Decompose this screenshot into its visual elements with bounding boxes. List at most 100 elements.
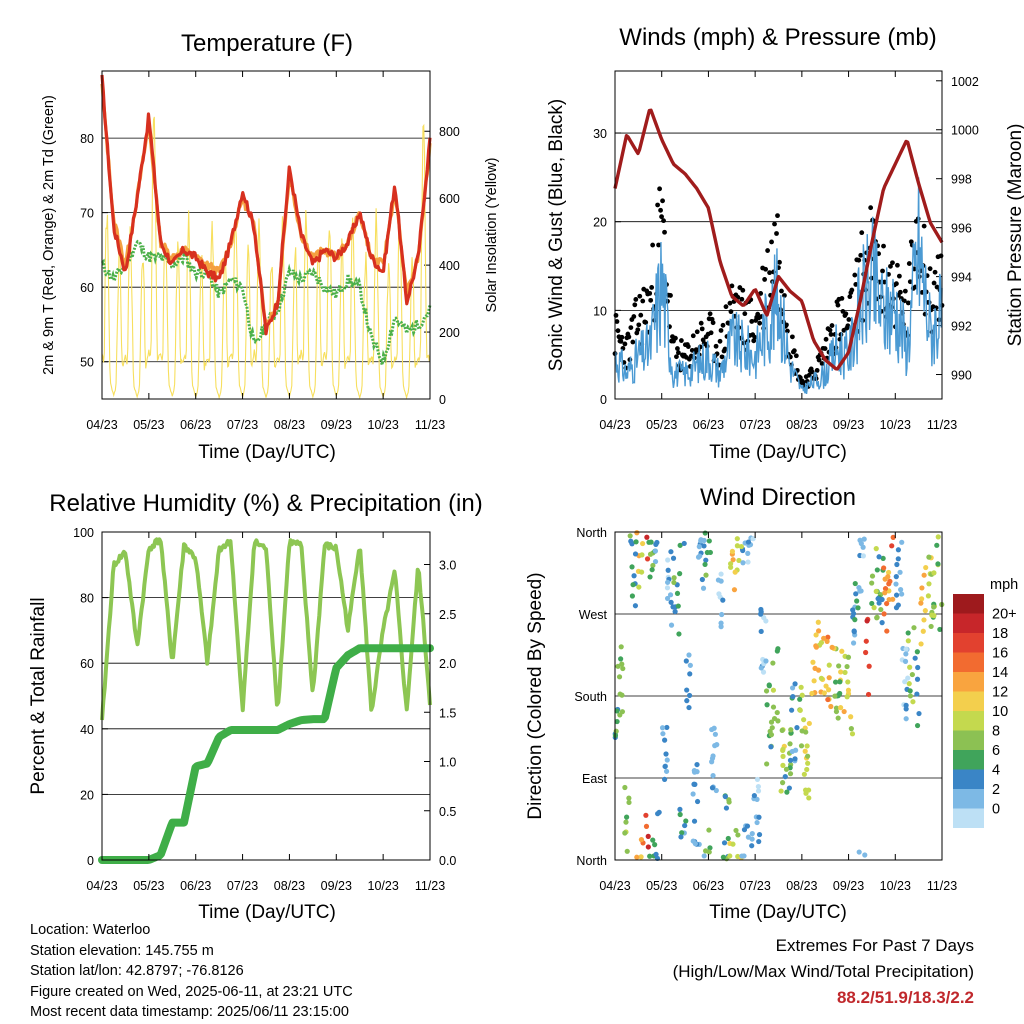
direction-point (821, 635, 827, 641)
direction-point (778, 788, 784, 794)
winds-ytick-right-label: 992 (951, 320, 972, 334)
gust-point (619, 334, 625, 340)
gust-point (662, 229, 667, 235)
direction-point (615, 663, 621, 669)
pressure-line (613, 108, 944, 371)
gust-point (934, 284, 940, 290)
winds-ytick-right-label: 1002 (951, 75, 979, 89)
direction-point (915, 664, 921, 671)
direction-point (638, 837, 645, 843)
temperature-ytick-right-label: 200 (439, 326, 460, 340)
direction-point (684, 698, 690, 704)
direction-point (926, 554, 932, 560)
direction-point (667, 592, 674, 598)
direction-point (706, 538, 712, 544)
gust-point (894, 281, 899, 287)
direction-xtick-label: 10/23 (880, 879, 911, 893)
direction-point (798, 743, 805, 749)
gust-point (782, 293, 787, 298)
direction-point (704, 549, 710, 556)
direction-point (652, 842, 658, 848)
gust-point (868, 205, 874, 211)
gust-point (814, 368, 820, 373)
gust-point (640, 298, 646, 304)
winds-xtick-label: 10/23 (880, 418, 911, 432)
direction-point (875, 596, 881, 602)
direction-point (760, 669, 767, 675)
direction-point (714, 742, 720, 748)
direction-point (644, 556, 651, 562)
winds-frame (614, 70, 943, 400)
gust-point (847, 294, 853, 300)
legend-swatch (953, 730, 984, 750)
direction-ytick-label: North (576, 854, 607, 868)
direction-point (652, 548, 659, 554)
direction-point (684, 687, 690, 693)
direction-point (745, 559, 751, 565)
direction-point (850, 607, 856, 613)
gust-point (763, 266, 769, 272)
direction-point (824, 638, 830, 645)
direction-point (730, 841, 736, 847)
temperature-ytick-right-label: 0 (439, 393, 446, 407)
direction-point (640, 540, 646, 547)
gust-point (728, 309, 734, 315)
gust-point (897, 289, 903, 295)
legend-label: 20+ (992, 607, 1017, 623)
direction-point (632, 551, 639, 557)
direction-point (890, 534, 896, 540)
direction-point (899, 539, 905, 545)
legend-label: 6 (992, 743, 1000, 759)
direction-point (649, 567, 655, 573)
gust-point (660, 198, 665, 204)
humidity-xtick-label: 10/23 (368, 879, 399, 893)
gust-point (779, 288, 784, 294)
gust-point (632, 302, 638, 308)
gust-point (896, 273, 902, 279)
humidity-ytick-right-label: 1.5 (439, 706, 456, 720)
gust-point (829, 323, 835, 328)
gust-point (656, 242, 661, 248)
legend-label: 0 (992, 802, 1000, 818)
gust-point (631, 314, 637, 319)
winds-ytick-label: 0 (600, 393, 607, 407)
direction-point (798, 684, 804, 690)
direction-xtick-label: 08/23 (786, 879, 817, 893)
temperature-ytick-right-label: 600 (439, 192, 460, 206)
direction-point (856, 849, 862, 855)
legend-label: 14 (992, 665, 1008, 681)
legend-label: 12 (992, 685, 1008, 701)
direction-point (921, 617, 927, 623)
direction-point (893, 605, 900, 611)
gust-point (816, 357, 822, 363)
legend-label: 18 (992, 626, 1008, 642)
direction-xtick-label: 05/23 (646, 879, 677, 893)
gust-point (888, 263, 893, 269)
direction-point (911, 625, 917, 631)
gust-point (637, 293, 643, 299)
gust-point (622, 341, 628, 347)
direction-point (766, 683, 772, 689)
gust-point (699, 326, 705, 332)
direction-point (918, 641, 924, 647)
direction-point (804, 743, 810, 749)
legend-label: 8 (992, 724, 1000, 740)
direction-point (898, 587, 904, 593)
direction-point (711, 725, 717, 731)
gust-point (775, 213, 780, 219)
direction-point (789, 707, 795, 713)
direction-point (744, 823, 751, 829)
gust-point (859, 230, 865, 236)
direction-point (709, 755, 716, 761)
gust-point (765, 248, 770, 253)
direction-point (918, 600, 924, 606)
direction-point (910, 699, 916, 705)
gust-point (921, 223, 927, 229)
gust-point (767, 270, 772, 276)
direction-point (805, 753, 811, 759)
direction-point (703, 572, 709, 578)
gust-point (895, 262, 900, 268)
direction-point (780, 762, 786, 768)
temperature-ytick-label: 80 (80, 132, 94, 146)
temperature-xlabel: Time (Day/UTC) (198, 442, 336, 463)
